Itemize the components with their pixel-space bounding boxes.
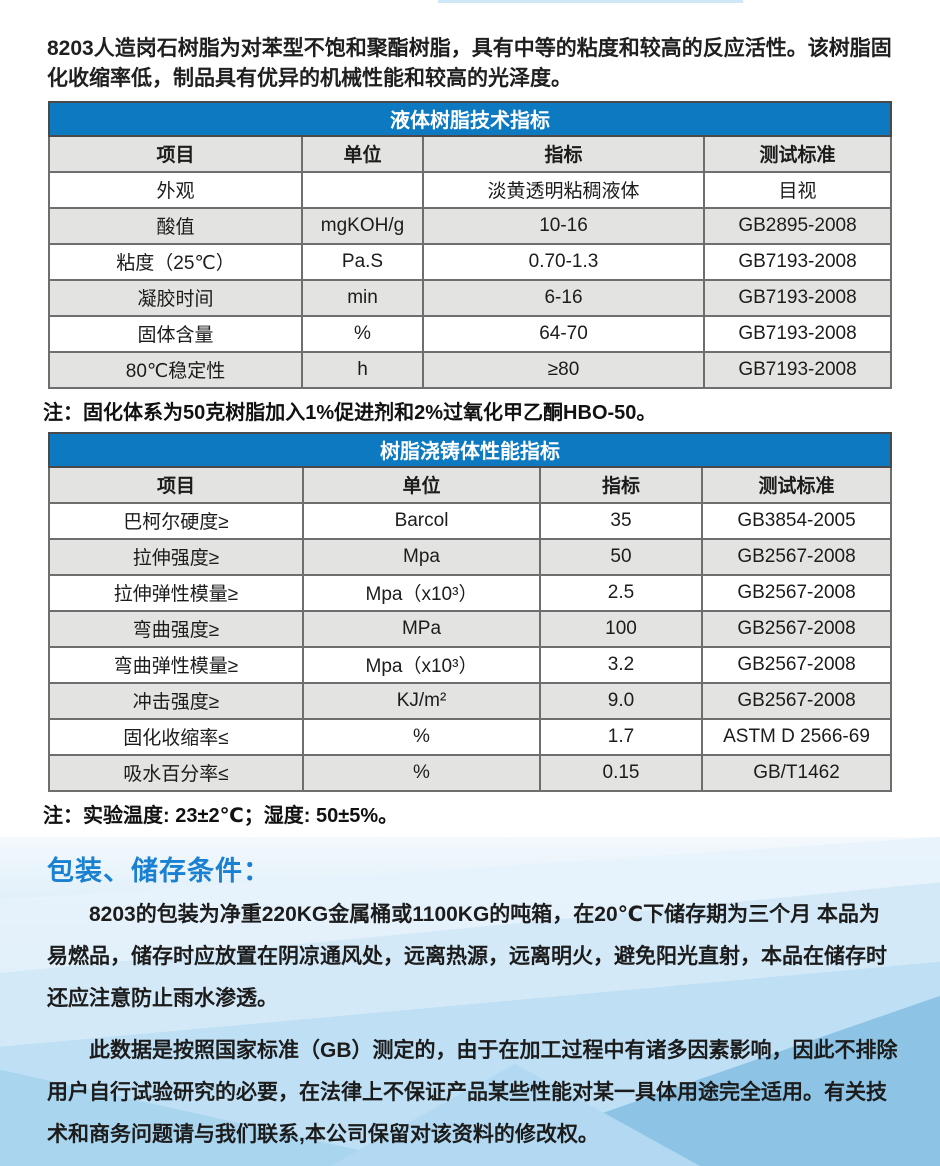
table-cell: Mpa（x10³） [302, 645, 541, 684]
table-title-row: 树脂浇铸体性能指标 [48, 431, 892, 468]
storage-content: 包装、储存条件： 8203的包装为净重220KG金属桶或1100KG的吨箱，在2… [0, 837, 940, 1156]
table-row: 吸水百分率≤ % 0.15 GB/T1462 [48, 753, 892, 792]
table-row: 巴柯尔硬度≥ Barcol 35 GB3854-2005 [48, 501, 892, 540]
table-row: 弯曲弹性模量≥ Mpa（x10³） 3.2 GB2567-2008 [48, 645, 892, 684]
table-cell: GB2567-2008 [701, 537, 892, 576]
table-cell: mgKOH/g [301, 206, 424, 245]
liquid-table-note: 注：固化体系为50克树脂加入1%促进剂和2%过氧化甲乙酮HBO-50。 [43, 401, 657, 424]
table-cell: GB3854-2005 [701, 501, 892, 540]
table-cell: 6-16 [422, 278, 705, 317]
column-header-item: 项目 [48, 465, 304, 504]
casting-performance-table: 树脂浇铸体性能指标 项目 单位 指标 测试标准 巴柯尔硬度≥ Barcol 35… [48, 431, 892, 792]
table-cell: 100 [539, 609, 703, 648]
table-cell: 凝胶时间 [48, 278, 303, 317]
table-cell: GB7193-2008 [703, 314, 892, 353]
storage-heading: 包装、储存条件： [47, 855, 271, 886]
table-cell: KJ/m² [302, 681, 541, 720]
table-cell: GB2567-2008 [701, 573, 892, 612]
table-cell: 80℃稳定性 [48, 350, 303, 389]
table-cell: 固体含量 [48, 314, 303, 353]
column-header-spec: 指标 [539, 465, 703, 504]
table-cell: 0.15 [539, 753, 703, 792]
column-header-row: 项目 单位 指标 测试标准 [48, 465, 892, 504]
top-divider-line [438, 0, 743, 3]
table-cell: 2.5 [539, 573, 703, 612]
table-cell: 35 [539, 501, 703, 540]
table-cell: 3.2 [539, 645, 703, 684]
table-cell: ASTM D 2566-69 [701, 717, 892, 756]
table-cell: Barcol [302, 501, 541, 540]
table-cell: 外观 [48, 170, 303, 209]
table-cell: 9.0 [539, 681, 703, 720]
table-row: 凝胶时间 min 6-16 GB7193-2008 [48, 278, 892, 317]
table-cell: 拉伸强度≥ [48, 537, 304, 576]
table-cell: 冲击强度≥ [48, 681, 304, 720]
table-cell: 10-16 [422, 206, 705, 245]
table-cell: 弯曲弹性模量≥ [48, 645, 304, 684]
table-row: 80℃稳定性 h ≥80 GB7193-2008 [48, 350, 892, 389]
table-cell: 1.7 [539, 717, 703, 756]
table-cell: 巴柯尔硬度≥ [48, 501, 304, 540]
table-cell: % [302, 753, 541, 792]
column-header-unit: 单位 [301, 134, 424, 173]
table-cell: 50 [539, 537, 703, 576]
table-row: 弯曲强度≥ MPa 100 GB2567-2008 [48, 609, 892, 648]
table-cell: GB7193-2008 [703, 350, 892, 389]
table-cell: GB2567-2008 [701, 645, 892, 684]
table-cell: 0.70-1.3 [422, 242, 705, 281]
table-cell: GB2567-2008 [701, 681, 892, 720]
table-cell: 吸水百分率≤ [48, 753, 304, 792]
table-cell: ≥80 [422, 350, 705, 389]
table-cell: 弯曲强度≥ [48, 609, 304, 648]
table-title: 液体树脂技术指标 [48, 100, 892, 137]
table-cell: 64-70 [422, 314, 705, 353]
table-cell: 目视 [703, 170, 892, 209]
table-row: 拉伸弹性模量≥ Mpa（x10³） 2.5 GB2567-2008 [48, 573, 892, 612]
table-cell: 粘度（25℃） [48, 242, 303, 281]
column-header-row: 项目 单位 指标 测试标准 [48, 134, 892, 173]
table-row: 酸值 mgKOH/g 10-16 GB2895-2008 [48, 206, 892, 245]
table-title-row: 液体树脂技术指标 [48, 100, 892, 137]
table-cell: 淡黄透明粘稠液体 [422, 170, 705, 209]
liquid-resin-spec-table: 液体树脂技术指标 项目 单位 指标 测试标准 外观 淡黄透明粘稠液体 目视 酸值… [48, 100, 892, 389]
table-row: 固化收缩率≤ % 1.7 ASTM D 2566-69 [48, 717, 892, 756]
table-cell: 固化收缩率≤ [48, 717, 304, 756]
packaging-paragraph: 8203的包装为净重220KG金属桶或1100KG的吨箱，在20℃下储存期为三个… [47, 902, 887, 1010]
column-header-item: 项目 [48, 134, 303, 173]
table-cell: h [301, 350, 424, 389]
column-header-unit: 单位 [302, 465, 541, 504]
table-cell: GB2895-2008 [703, 206, 892, 245]
table-row: 拉伸强度≥ Mpa 50 GB2567-2008 [48, 537, 892, 576]
table-cell: GB/T1462 [701, 753, 892, 792]
table-cell: Pa.S [301, 242, 424, 281]
table-row: 粘度（25℃） Pa.S 0.70-1.3 GB7193-2008 [48, 242, 892, 281]
casting-table-note: 注：实验温度: 23±2℃；湿度: 50±5%。 [43, 804, 399, 827]
intro-paragraph: 8203人造岗石树脂为对苯型不饱和聚酯树脂，具有中等的粘度和较高的反应活性。该树… [47, 37, 892, 91]
table-cell: GB7193-2008 [703, 278, 892, 317]
table-title: 树脂浇铸体性能指标 [48, 431, 892, 468]
table-cell [301, 170, 424, 209]
table-cell: GB2567-2008 [701, 609, 892, 648]
table-cell: 拉伸弹性模量≥ [48, 573, 304, 612]
table-cell: Mpa [302, 537, 541, 576]
table-cell: Mpa（x10³） [302, 573, 541, 612]
table-cell: % [302, 717, 541, 756]
table-row: 冲击强度≥ KJ/m² 9.0 GB2567-2008 [48, 681, 892, 720]
column-header-standard: 测试标准 [703, 134, 892, 173]
table-cell: 酸值 [48, 206, 303, 245]
column-header-spec: 指标 [422, 134, 705, 173]
table-cell: % [301, 314, 424, 353]
table-cell: min [301, 278, 424, 317]
table-row: 外观 淡黄透明粘稠液体 目视 [48, 170, 892, 209]
table-cell: GB7193-2008 [703, 242, 892, 281]
storage-section: 包装、储存条件： 8203的包装为净重220KG金属桶或1100KG的吨箱，在2… [0, 836, 940, 1166]
column-header-standard: 测试标准 [701, 465, 892, 504]
table-row: 固体含量 % 64-70 GB7193-2008 [48, 314, 892, 353]
table-cell: MPa [302, 609, 541, 648]
disclaimer-paragraph: 此数据是按照国家标准（GB）测定的，由于在加工过程中有诸多因素影响，因此不排除用… [47, 1038, 898, 1146]
